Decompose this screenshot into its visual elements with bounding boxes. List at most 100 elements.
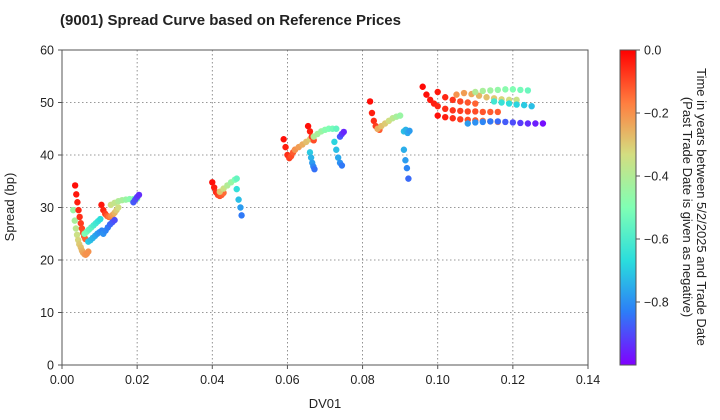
- y-tick-label: 50: [40, 96, 54, 110]
- data-point: [73, 191, 80, 198]
- data-point: [76, 213, 83, 221]
- y-axis-label: Spread (bp): [2, 173, 17, 242]
- data-point: [311, 165, 318, 173]
- data-point: [517, 86, 524, 94]
- x-axis-ticks: 0.00 0.02 0.04 0.06 0.08 0.10 0.12 0.14: [50, 365, 600, 387]
- data-point: [513, 101, 520, 108]
- data-point: [487, 108, 494, 116]
- data-point: [396, 112, 404, 119]
- y-tick-label: 10: [40, 306, 54, 320]
- data-point: [513, 96, 520, 104]
- data-point: [502, 118, 509, 126]
- data-point: [307, 154, 315, 161]
- scatter-points: [70, 83, 547, 258]
- data-point: [72, 225, 80, 232]
- data-point: [453, 91, 460, 98]
- data-point: [472, 88, 479, 96]
- data-point: [434, 102, 441, 110]
- data-point: [75, 206, 82, 214]
- data-point: [71, 217, 78, 224]
- data-point: [406, 127, 413, 135]
- data-point: [472, 100, 479, 107]
- data-point: [494, 86, 502, 94]
- data-point: [520, 101, 528, 109]
- data-point: [233, 175, 240, 182]
- data-point: [403, 164, 411, 172]
- data-point: [464, 120, 471, 127]
- data-point: [233, 185, 240, 193]
- data-point: [487, 118, 494, 125]
- y-tick-label: 0: [47, 359, 54, 373]
- data-point: [442, 105, 449, 113]
- data-point: [472, 119, 479, 126]
- y-tick-label: 60: [40, 44, 54, 58]
- x-tick-label: 0.14: [576, 373, 600, 387]
- data-point: [487, 87, 494, 94]
- data-point: [449, 96, 456, 104]
- data-point: [457, 98, 464, 105]
- data-point: [71, 182, 79, 189]
- data-point: [368, 109, 376, 117]
- data-point: [479, 118, 486, 126]
- colorbar-tick-label: −0.4: [644, 170, 669, 184]
- data-point: [528, 102, 535, 110]
- data-point: [402, 157, 409, 164]
- data-point: [135, 191, 143, 199]
- colorbar-tick-label: −0.6: [644, 233, 669, 247]
- data-point: [498, 99, 505, 106]
- x-tick-label: 0.10: [426, 373, 450, 387]
- data-point: [370, 117, 378, 125]
- colorbar-label-line2: (Past Trade Date is given as negative): [680, 97, 695, 317]
- data-point: [517, 119, 524, 127]
- data-point: [115, 204, 122, 211]
- data-point: [306, 128, 314, 135]
- grid-lines: [62, 50, 588, 365]
- data-point: [98, 201, 105, 209]
- data-point: [419, 83, 426, 90]
- data-point: [340, 128, 347, 136]
- data-point: [306, 149, 314, 156]
- data-point: [434, 112, 441, 119]
- data-point: [532, 120, 539, 127]
- data-point: [282, 143, 289, 151]
- x-axis-label: DV01: [309, 396, 342, 411]
- data-point: [400, 146, 408, 153]
- x-tick-label: 0.04: [200, 373, 224, 387]
- data-point: [479, 108, 486, 116]
- data-point: [502, 86, 509, 93]
- data-point: [483, 94, 490, 101]
- data-point: [333, 125, 340, 132]
- data-point: [366, 98, 374, 105]
- data-point: [280, 136, 287, 143]
- data-point: [539, 120, 547, 127]
- data-point: [111, 216, 118, 224]
- data-point: [457, 107, 464, 115]
- data-point: [524, 87, 532, 94]
- data-point: [449, 115, 456, 122]
- data-point: [77, 220, 84, 227]
- data-point: [423, 91, 430, 98]
- data-point: [494, 118, 502, 125]
- data-point: [509, 86, 517, 93]
- data-point: [74, 199, 81, 206]
- colorbar: [619, 49, 637, 366]
- y-axis-ticks: 0 10 20 30 40 50 60: [40, 44, 62, 373]
- data-point: [494, 108, 502, 116]
- data-point: [442, 94, 449, 101]
- colorbar-label-line1: Time in years between 5/2/2025 and Trade…: [694, 68, 709, 346]
- colorbar-tick-label: 0.0: [644, 44, 661, 58]
- x-tick-label: 0.00: [50, 373, 74, 387]
- data-point: [334, 154, 342, 161]
- data-point: [472, 108, 479, 115]
- data-point: [509, 119, 517, 126]
- data-point: [464, 99, 471, 106]
- chart-title: (9001) Spread Curve based on Reference P…: [60, 12, 401, 29]
- y-tick-label: 30: [40, 201, 54, 215]
- data-point: [70, 206, 77, 214]
- data-point: [73, 231, 81, 238]
- data-point: [434, 88, 441, 96]
- data-point: [209, 179, 216, 186]
- colorbar-ticks: 0.0 −0.2 −0.4 −0.6 −0.8: [636, 44, 669, 310]
- data-point: [235, 196, 242, 203]
